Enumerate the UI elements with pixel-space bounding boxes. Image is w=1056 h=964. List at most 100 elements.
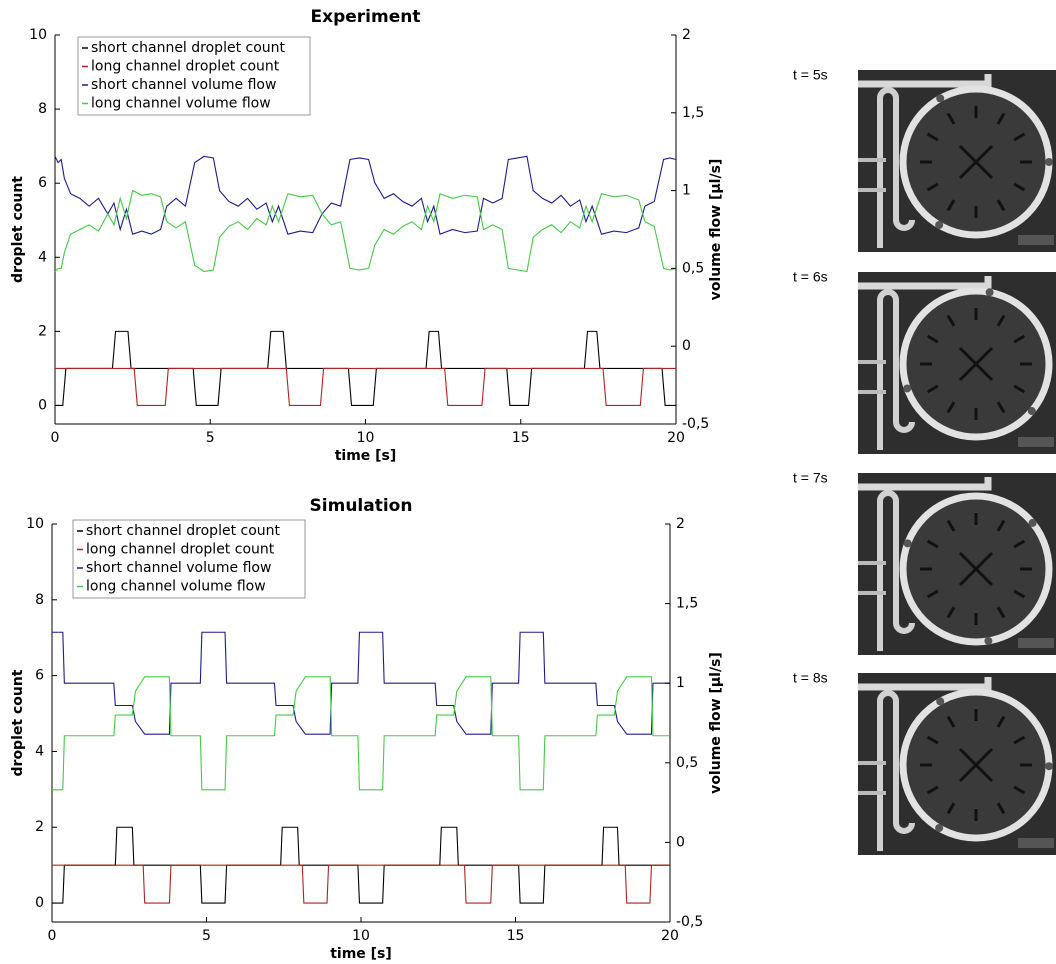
y2-tick-label: 1,5 [676, 596, 698, 612]
marker [996, 401, 1006, 414]
y-tick-label: 4 [38, 249, 47, 265]
connector [1018, 235, 1054, 245]
droplet [1027, 407, 1036, 416]
x-tick-label: 5 [206, 430, 215, 446]
marker [996, 606, 1006, 619]
y2-tick-label: 1,5 [682, 105, 704, 121]
chart: Simulation 0 5 10 15 20 0 2 4 6 8 10 -0,5 0 0,5 1 1,5 2 ti… [10, 496, 724, 962]
legend-box [77, 36, 311, 116]
marker [996, 314, 1006, 327]
legend-label: long channel droplet count [86, 542, 275, 558]
x-tick-label: 20 [661, 928, 679, 944]
y-tick-label: 0 [38, 397, 47, 413]
chart-title: Simulation [310, 496, 413, 516]
droplet [984, 636, 993, 645]
marker [926, 589, 939, 599]
droplet [903, 384, 912, 393]
marker [1013, 334, 1026, 344]
snapshot-label: t = 8s [793, 670, 828, 686]
legend-label: long channel volume flow [91, 96, 271, 112]
marker [926, 539, 939, 549]
data-line [52, 826, 670, 904]
channel [877, 87, 915, 248]
y2-tick-label: -0,5 [676, 914, 703, 930]
chart-title: Experiment [311, 7, 421, 27]
channel [858, 158, 886, 192]
chart: Experiment 0 5 10 15 20 0 2 4 6 8 10 -0,5 0 0,5 1 1,5 2 ti… [10, 7, 724, 464]
channel [858, 761, 886, 795]
y-tick-label: 6 [35, 668, 44, 684]
marker [1013, 132, 1026, 142]
marker [1013, 384, 1026, 394]
data-line [52, 676, 670, 791]
droplet [936, 94, 945, 103]
marker [926, 384, 939, 394]
droplet [936, 697, 945, 706]
legend-label: short channel droplet count [91, 40, 286, 56]
droplet [935, 221, 944, 230]
cross [958, 144, 994, 180]
y-tick-label: 2 [38, 323, 47, 339]
y2-tick-label: 1 [676, 675, 685, 691]
y-tick-label: 6 [38, 175, 47, 191]
marker [996, 715, 1006, 728]
x-tick-label: 5 [202, 928, 211, 944]
data-line [52, 864, 670, 904]
y-tick-label: 8 [38, 101, 47, 117]
marker [946, 401, 956, 414]
marker [1013, 539, 1026, 549]
cross [958, 747, 994, 783]
y-tick-label: 10 [29, 27, 47, 43]
legend-label: long channel volume flow [86, 579, 266, 595]
droplet [935, 824, 944, 833]
marker [946, 802, 956, 815]
connector [1018, 838, 1054, 848]
marker [1013, 735, 1026, 745]
y-tick-label: 8 [35, 592, 44, 608]
channel [858, 677, 992, 691]
snapshot-label: t = 5s [793, 67, 828, 83]
y-tick-label: 10 [26, 516, 44, 532]
channel [877, 490, 915, 651]
data-line [55, 330, 676, 407]
x-tick-label: 20 [667, 430, 685, 446]
y2-tick-label: 0,5 [676, 755, 698, 771]
y-axis-label: droplet count [10, 176, 26, 283]
marker [926, 132, 939, 142]
marker [946, 112, 956, 125]
y2-tick-label: -0,5 [682, 416, 709, 432]
marker [996, 802, 1006, 815]
y2-tick-label: 2 [682, 27, 691, 43]
legend-label: short channel volume flow [86, 560, 271, 576]
y2-axis-label: volume flow [µl/s] [708, 652, 724, 794]
y-axis-label: droplet count [10, 669, 26, 776]
snapshot: t = 5s [793, 67, 1056, 252]
y2-tick-label: 0 [682, 338, 691, 354]
marker [926, 334, 939, 344]
marker [996, 199, 1006, 212]
x-tick-label: 0 [51, 430, 60, 446]
snapshot: t = 6s [793, 269, 1056, 454]
marker [1013, 182, 1026, 192]
marker [926, 182, 939, 192]
y2-axis-label: volume flow [µl/s] [708, 159, 724, 301]
legend-label: short channel volume flow [91, 77, 276, 93]
snapshot-label: t = 7s [793, 470, 828, 486]
channel [858, 360, 886, 394]
x-tick-label: 0 [48, 928, 57, 944]
y2-tick-label: 0,5 [682, 260, 704, 276]
y-tick-label: 0 [35, 895, 44, 911]
droplet [1028, 518, 1037, 527]
marker [946, 314, 956, 327]
droplet [1045, 158, 1053, 166]
marker [926, 735, 939, 745]
snapshot-label: t = 6s [793, 269, 828, 285]
marker [946, 519, 956, 532]
legend-box [72, 519, 306, 599]
marker [946, 715, 956, 728]
y2-tick-label: 2 [676, 516, 685, 532]
channel [858, 74, 992, 88]
data-line [54, 189, 677, 273]
y-tick-label: 4 [35, 743, 44, 759]
